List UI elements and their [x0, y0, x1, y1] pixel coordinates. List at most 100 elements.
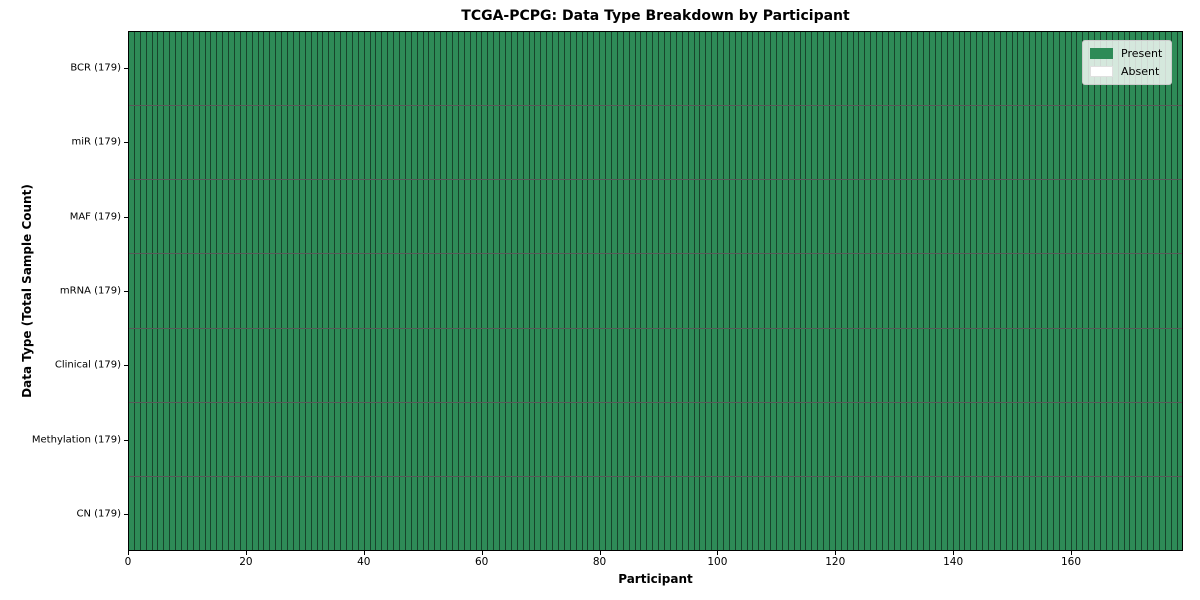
heatmap-cell [340, 254, 346, 328]
heatmap-cell [1105, 180, 1112, 254]
heatmap-cell [375, 402, 382, 476]
heatmap-cell [375, 476, 382, 550]
heatmap-cell [823, 32, 829, 106]
heatmap-cell [1005, 180, 1012, 254]
heatmap-cell [1152, 476, 1159, 550]
heatmap-cell [546, 476, 553, 550]
heatmap-cell [487, 328, 494, 402]
heatmap-cell [929, 32, 936, 106]
heatmap-cell [758, 328, 765, 402]
heatmap-cell [463, 106, 470, 180]
heatmap-cell [622, 328, 629, 402]
heatmap-cell [1099, 106, 1106, 180]
heatmap-cell [722, 328, 729, 402]
heatmap-cell [634, 476, 641, 550]
heatmap-cell [575, 328, 582, 402]
heatmap-cell [451, 328, 458, 402]
heatmap-cell [1147, 328, 1153, 402]
heatmap-cell [929, 106, 936, 180]
heatmap-cell [1035, 402, 1042, 476]
heatmap-cell [705, 328, 712, 402]
heatmap-cell [1058, 476, 1065, 550]
heatmap-cell [805, 476, 812, 550]
heatmap-cell [717, 32, 723, 106]
heatmap-cell [363, 106, 370, 180]
heatmap-cell [505, 328, 511, 402]
heatmap-cell [487, 402, 494, 476]
heatmap-cell [269, 476, 276, 550]
heatmap-cell [316, 402, 323, 476]
heatmap-cell [505, 106, 511, 180]
heatmap-cell [693, 476, 700, 550]
heatmap-cell [593, 402, 600, 476]
heatmap-cell [616, 476, 623, 550]
heatmap-cell [1117, 476, 1124, 550]
heatmap-cell [817, 254, 824, 328]
heatmap-cell [257, 254, 264, 328]
heatmap-cell [828, 180, 835, 254]
heatmap-cell [593, 32, 600, 106]
x-tick-label-80: 80 [592, 556, 607, 568]
heatmap-cell [216, 180, 223, 254]
heatmap-cell [734, 402, 741, 476]
heatmap-cell [369, 32, 376, 106]
heatmap-cell [404, 476, 411, 550]
heatmap-cell [923, 180, 930, 254]
heatmap-cell [516, 476, 523, 550]
heatmap-cell [163, 254, 170, 328]
heatmap-cell [304, 328, 311, 402]
heatmap-cell [946, 106, 953, 180]
heatmap-cell [828, 476, 835, 550]
heatmap-cell [463, 476, 470, 550]
heatmap-cell [870, 402, 877, 476]
heatmap-cell [982, 254, 989, 328]
heatmap-cell [287, 328, 293, 402]
heatmap-cell [740, 328, 747, 402]
heatmap-cell [157, 32, 164, 106]
heatmap-cell [864, 328, 871, 402]
heatmap-cell [652, 402, 659, 476]
heatmap-cell [345, 402, 352, 476]
heatmap-cell [817, 180, 824, 254]
heatmap-cell [982, 402, 989, 476]
heatmap-cell [999, 180, 1006, 254]
heatmap-cell [351, 402, 358, 476]
heatmap-cell [699, 106, 706, 180]
heatmap-cell [787, 180, 794, 254]
heatmap-cell [846, 328, 853, 402]
heatmap-cell [728, 476, 735, 550]
heatmap-cell [952, 476, 959, 550]
heatmap-cell [157, 254, 164, 328]
heatmap-cell [628, 328, 635, 402]
heatmap-cell [239, 476, 246, 550]
x-tick-label-140: 140 [943, 556, 964, 568]
heatmap-cell [186, 180, 193, 254]
heatmap-cell [145, 32, 152, 106]
heatmap-cell [1082, 402, 1089, 476]
heatmap-cell [1170, 328, 1177, 402]
heatmap-cell [758, 180, 765, 254]
heatmap-cell [257, 180, 264, 254]
heatmap-cell [840, 32, 847, 106]
heatmap-cell [616, 402, 623, 476]
heatmap-cell [852, 180, 859, 254]
heatmap-cell [181, 254, 187, 328]
heatmap-cell [163, 476, 170, 550]
heatmap-cell [481, 180, 488, 254]
heatmap-cell [764, 254, 771, 328]
heatmap-cell [740, 402, 747, 476]
heatmap-cell [740, 254, 747, 328]
heatmap-cell [393, 476, 399, 550]
heatmap-cell [1094, 402, 1100, 476]
heatmap-cell [499, 328, 505, 402]
heatmap-cell [669, 476, 676, 550]
heatmap-cell [1082, 328, 1089, 402]
heatmap-cell [175, 32, 182, 106]
heatmap-cell [799, 476, 806, 550]
heatmap-cell [675, 328, 682, 402]
heatmap-cell [993, 402, 1000, 476]
heatmap-cell [204, 328, 211, 402]
heatmap-cell [510, 254, 517, 328]
heatmap-cell [658, 402, 665, 476]
heatmap-cell [410, 180, 417, 254]
